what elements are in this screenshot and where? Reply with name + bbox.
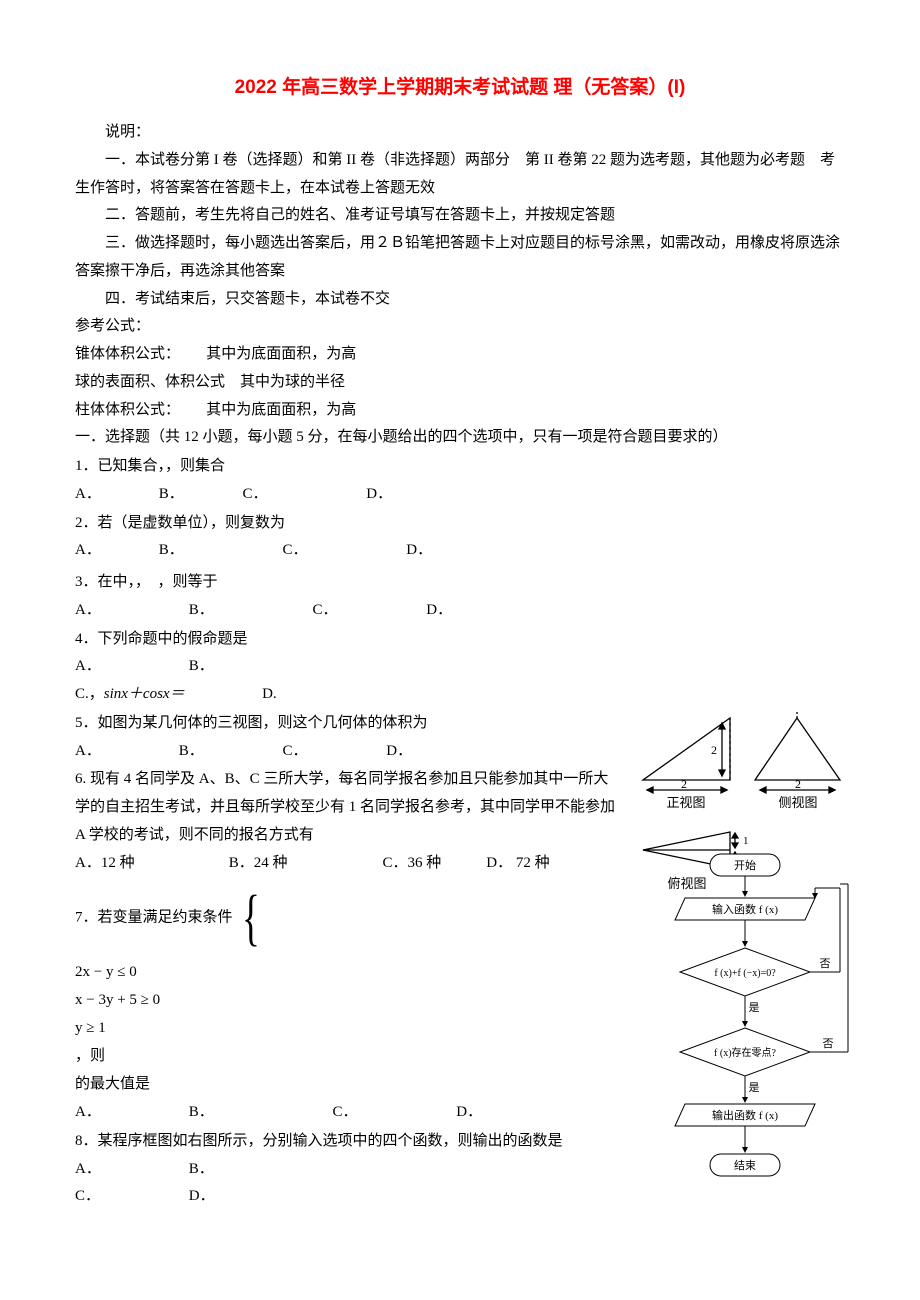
q1-b: B． (159, 481, 239, 509)
label-side: 侧视图 (778, 795, 817, 810)
q7-opts: A． B． C． D． (75, 1099, 595, 1127)
q5-b: B． (179, 738, 279, 766)
q7-text: 7．若变量满足约束条件 { (75, 883, 595, 953)
q4-text: 4．下列命题中的假命题是 (75, 626, 845, 654)
formula-block: 参考公式： 锥体体积公式： 其中为底面面积，为高 球的表面积、体积公式 其中为球… (75, 313, 845, 424)
fc-start: 开始 (734, 858, 756, 872)
formula-l3: 柱体体积公式： 其中为底面面积，为高 (75, 397, 845, 425)
formula-head: 参考公式： (75, 313, 845, 341)
sv-width: 2 (795, 777, 801, 791)
q6-d: D． 72 种 (486, 850, 549, 878)
fc-end: 结束 (734, 1159, 756, 1172)
q3-text: 3．在中，， ，则等于 (75, 569, 845, 597)
q8-b: B． (189, 1156, 214, 1184)
q8-opts-line2: C． D． (75, 1183, 595, 1211)
q5-opts: A． B． C． D． (75, 738, 615, 766)
q8-opts-line1: A． B． (75, 1156, 595, 1184)
fv-width: 2 (681, 777, 687, 791)
fv-height: 2 (711, 743, 717, 757)
q4-opts-line2: C.，sinx＋cosx＝ D. (75, 681, 845, 709)
q7-b: B． (189, 1099, 329, 1127)
q1-a: A． (75, 481, 155, 509)
q3-c: C． (313, 597, 423, 625)
flowchart-figure: 开始 输入函数 f (x) f (x)+f (−x)=0? f (x)存在零点?… (650, 850, 855, 1201)
intro-heading: 说明： (75, 119, 845, 147)
q5-q6-block: 2 2 正视图 2 侧视图 (75, 710, 845, 850)
q7-constraints: { (236, 883, 273, 953)
q6-c: C．36 种 (383, 850, 483, 878)
q1-d: D． (366, 481, 392, 509)
q1-text: 1．已知集合，，则集合 (75, 453, 845, 481)
q8-c: C． (75, 1183, 185, 1211)
q3-a: A． (75, 597, 185, 625)
q7-line2: 的最大值是 (75, 1071, 595, 1099)
q6-opts: A．12 种 B．24 种 C．36 种 D． 72 种 (75, 850, 595, 878)
q4-c-pre: C.， (75, 681, 104, 709)
q4-d: D. (262, 681, 277, 709)
formula-l2: 球的表面积、体积公式 其中为球的半径 (75, 369, 845, 397)
q1-opts: A． B． C． D． (75, 481, 845, 509)
q2-c: C． (283, 537, 403, 565)
q7-c3: y ≥ 1 (75, 1015, 595, 1043)
q5-text: 5．如图为某几何体的三视图，则这个几何体的体积为 (75, 710, 615, 738)
page-title: 2022 年高三数学上学期期末考试试题 理（无答案）(I) (75, 70, 845, 105)
q6-text: 6. 现有 4 名同学及 A、B、C 三所大学，每名同学报名参加且只能参加其中一… (75, 766, 615, 849)
q2-b: B． (159, 537, 279, 565)
q5-d: D． (386, 738, 412, 766)
q2-a: A． (75, 537, 155, 565)
tv-dim1: 1 (743, 835, 749, 847)
q8-text: 8．某程序框图如右图所示，分别输入选项中的四个函数，则输出的函数是 (75, 1128, 595, 1156)
q4-b: B． (189, 653, 214, 681)
label-front: 正视图 (666, 795, 705, 810)
q4-opts-line1: A． B． (75, 653, 845, 681)
fc-output: 输出函数 f (x) (712, 1108, 778, 1122)
q7-c2: x − 3y + 5 ≥ 0 (75, 987, 595, 1015)
intro-p4: 四．考试结束后，只交答题卡，本试卷不交 (75, 286, 845, 314)
q3-opts: A． B． C． D． (75, 597, 845, 625)
q5-a: A． (75, 738, 175, 766)
q7-c1: 2x − y ≤ 0 (75, 959, 595, 987)
q7-c: C． (333, 1099, 453, 1127)
formula-l1: 锥体体积公式： 其中为底面面积，为高 (75, 341, 845, 369)
fc-d1: f (x)+f (−x)=0? (714, 968, 776, 979)
fc-d2: f (x)存在零点? (714, 1046, 776, 1059)
intro-p3: 三．做选择题时，每小题选出答案后，用２Ｂ铅笔把答题卡上对应题目的标号涂黑，如需改… (75, 230, 845, 286)
intro-p2: 二．答题前，考生先将自己的姓名、准考证号填写在答题卡上，并按规定答题 (75, 202, 845, 230)
q6-a: A．12 种 (75, 850, 225, 878)
fc-input: 输入函数 f (x) (712, 902, 778, 916)
q1-c: C． (243, 481, 363, 509)
q7-a: A． (75, 1099, 185, 1127)
q2-opts: A． B． C． D． (75, 537, 845, 565)
q5-c: C． (283, 738, 383, 766)
q3-b: B． (189, 597, 309, 625)
q2-text: 2．若（是虚数单位），则复数为 (75, 510, 845, 538)
q8-d: D． (189, 1183, 215, 1211)
fc-no2: 否 (823, 1038, 834, 1050)
q7-pre: 7．若变量满足约束条件 (75, 910, 233, 926)
fc-yes2: 是 (749, 1081, 760, 1094)
q4-c-math: sinx＋cosx＝ (104, 681, 185, 709)
fc-yes1: 是 (749, 1001, 760, 1014)
intro-p1: 一．本试卷分第 I 卷（选择题）和第 II 卷（非选择题）两部分 第 II 卷第… (75, 147, 845, 203)
intro-block: 说明： 一．本试卷分第 I 卷（选择题）和第 II 卷（非选择题）两部分 第 I… (75, 119, 845, 313)
q7-d: D． (456, 1099, 482, 1127)
q3-d: D． (426, 597, 452, 625)
section-a-heading: 一．选择题（共 12 小题，每小题 5 分，在每小题给出的四个选项中，只有一项是… (75, 424, 845, 452)
q8-a: A． (75, 1156, 185, 1184)
q6-b: B．24 种 (229, 850, 379, 878)
q7-post: ，则 (75, 1048, 105, 1064)
q7-q8-block: 开始 输入函数 f (x) f (x)+f (−x)=0? f (x)存在零点?… (75, 850, 845, 1212)
q2-d: D． (406, 537, 432, 565)
fc-no1: 否 (820, 958, 831, 970)
q4-a: A． (75, 653, 185, 681)
